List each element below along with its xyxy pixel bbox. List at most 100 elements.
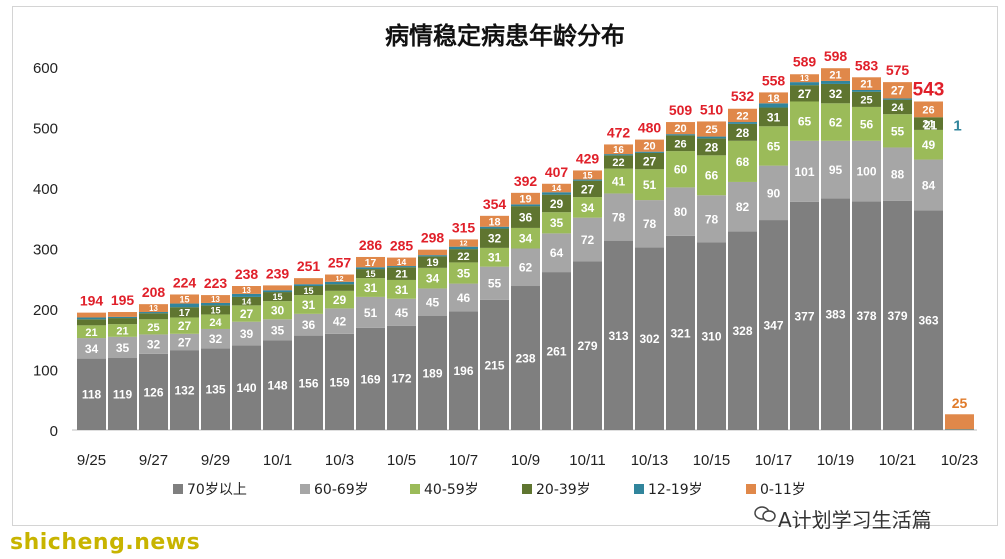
bar-segment — [201, 328, 230, 349]
bar-value-label: 310 — [701, 330, 721, 344]
bar-segment — [325, 290, 354, 309]
bar-segment — [635, 139, 664, 152]
bar-segment — [883, 99, 912, 115]
bar-segment — [480, 215, 509, 227]
bar-segment — [945, 429, 974, 430]
bar-segment — [728, 231, 757, 430]
bar-segment — [666, 151, 695, 188]
bar-segment — [418, 249, 447, 256]
bar-segment — [852, 91, 881, 107]
legend-swatch — [522, 484, 532, 494]
bar-value-label: 15 — [272, 292, 282, 302]
bar-value-label: 46 — [457, 291, 471, 305]
bar-value-label: 21 — [85, 327, 97, 339]
bar-segment — [418, 315, 447, 430]
bar-segment — [666, 122, 695, 135]
x-tick-label: 10/17 — [755, 452, 793, 469]
bar-total-label: 224 — [173, 274, 197, 290]
bar-segment — [294, 284, 323, 287]
bar-value-label: 379 — [887, 309, 907, 323]
bar-segment — [263, 290, 292, 293]
bar-segment — [914, 210, 943, 430]
bar-value-label: 49 — [922, 138, 936, 152]
bar-value-label: 65 — [798, 115, 812, 129]
bar-value-label: 328 — [732, 324, 752, 338]
bar-value-label: 30 — [271, 304, 285, 318]
bar-value-label: 126 — [143, 385, 163, 399]
bar-segment — [201, 305, 230, 315]
bar-value-label: 21 — [860, 79, 872, 91]
bar-value-label: 26 — [922, 104, 934, 116]
bar-segment — [821, 103, 850, 141]
bar-total-label: 509 — [669, 102, 693, 118]
bar-value-label: 14 — [397, 257, 407, 267]
bar-segment — [573, 180, 602, 198]
bar-value-label: 13 — [149, 304, 158, 313]
bar-value-label: 32 — [209, 332, 223, 346]
legend-swatch — [300, 484, 310, 494]
bar-total-label: 558 — [762, 72, 786, 88]
bar-segment — [449, 311, 478, 430]
bar-segment — [263, 285, 292, 291]
bar-value-label: 21 — [924, 118, 938, 132]
bar-segment — [635, 247, 664, 430]
bar-total-label: 257 — [328, 255, 352, 271]
bar-segment — [294, 286, 323, 296]
bar-segment — [511, 204, 540, 207]
x-tick-label: 9/29 — [201, 452, 230, 469]
x-tick-label: 10/1 — [263, 452, 292, 469]
bar-value-label: 39 — [240, 327, 254, 341]
legend-label: 40-59岁 — [424, 482, 479, 498]
bar-value-label: 363 — [918, 314, 938, 328]
bar-segment — [573, 197, 602, 218]
bar-value-label: 51 — [643, 178, 657, 192]
bar-value-label: 132 — [174, 384, 194, 398]
bar-segment — [790, 140, 819, 202]
bar-value-label: 19 — [519, 194, 531, 206]
bar-value-label: 172 — [391, 371, 411, 385]
bar-segment — [263, 340, 292, 430]
chart-frame: 病情稳定病患年龄分布 0 100 200 300 400 500 600 118 34 21 194 1… — [12, 6, 998, 526]
bar-segment — [263, 301, 292, 320]
bar-segment — [356, 269, 385, 279]
bar-segment — [418, 267, 447, 289]
bar-segment — [201, 302, 230, 306]
bar-segment — [542, 233, 571, 273]
bar-value-label: 24 — [209, 317, 222, 329]
bar-segment — [480, 247, 509, 267]
bar-value-label: 88 — [891, 168, 905, 182]
bar-segment — [418, 255, 447, 257]
bar-total-label: 286 — [359, 237, 383, 253]
bar-segment — [728, 123, 757, 141]
bar-value-label: 18 — [488, 216, 500, 228]
bar-value-label: 238 — [515, 351, 535, 365]
bar-value-label: 27 — [798, 87, 812, 101]
x-tick-label: 10/21 — [879, 452, 917, 469]
x-tick-label: 10/15 — [693, 452, 731, 469]
bar-segment — [635, 151, 664, 153]
x-tick-label: 10/11 — [569, 452, 605, 469]
bar-segment — [666, 187, 695, 236]
bar-total-label: 251 — [297, 258, 321, 274]
bar-segment — [480, 299, 509, 430]
bar-segment — [542, 194, 571, 213]
bar-segment — [759, 107, 788, 127]
bar-value-label: 21 — [829, 70, 841, 82]
bar-segment — [666, 135, 695, 152]
x-tick-label: 9/25 — [77, 452, 106, 469]
bar-segment — [604, 168, 633, 194]
bar-segment — [232, 286, 261, 294]
bar-segment — [511, 192, 540, 205]
bar-value-label: 1 — [953, 117, 961, 134]
bar-segment — [139, 313, 168, 320]
bar-segment — [170, 307, 199, 318]
bar-segment — [108, 316, 137, 319]
bar-segment — [387, 257, 416, 267]
y-tick-label: 400 — [33, 181, 58, 198]
bar-segment — [356, 278, 385, 297]
y-tick-label: 200 — [33, 302, 58, 319]
bar-segment — [263, 292, 292, 302]
bar-value-label: 21 — [395, 269, 407, 281]
bar-total-label: 543 — [913, 79, 945, 100]
x-tick-label: 10/19 — [817, 452, 855, 469]
